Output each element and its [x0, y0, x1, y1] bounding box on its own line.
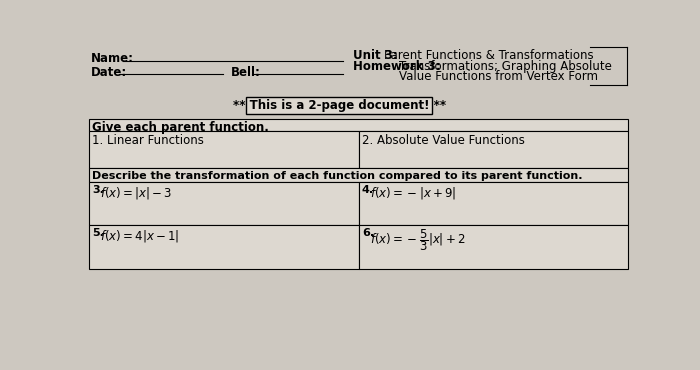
Text: 4.: 4.	[362, 185, 374, 195]
Bar	[89, 225, 358, 269]
Text: Name:: Name:	[90, 52, 134, 65]
Text: 5.: 5.	[92, 228, 104, 238]
Text: Transformations; Graphing Absolute: Transformations; Graphing Absolute	[399, 60, 612, 73]
Bar	[89, 119, 629, 131]
Text: Unit 3:: Unit 3:	[353, 49, 401, 62]
Text: Parent Functions & Transformations: Parent Functions & Transformations	[384, 49, 593, 62]
Text: Value Functions from Vertex Form: Value Functions from Vertex Form	[399, 70, 598, 83]
Bar	[358, 182, 629, 225]
Text: $\mathit{f}(x)=|x|-3$: $\mathit{f}(x)=|x|-3$	[100, 185, 172, 201]
Text: 6.: 6.	[362, 228, 374, 238]
Text: $\mathit{f}(x)=4|x-1|$: $\mathit{f}(x)=4|x-1|$	[100, 228, 179, 244]
Text: Give each parent function.: Give each parent function.	[92, 121, 269, 134]
Text: 1. Linear Functions: 1. Linear Functions	[92, 134, 204, 148]
Text: $\mathit{f}(x)=-\dfrac{5}{3}|x|+2$: $\mathit{f}(x)=-\dfrac{5}{3}|x|+2$	[370, 228, 466, 253]
Text: Homework 3:: Homework 3:	[353, 60, 444, 73]
Bar	[89, 182, 358, 225]
Bar	[246, 97, 433, 114]
Bar	[358, 225, 629, 269]
Text: ** This is a 2-page document! **: ** This is a 2-page document! **	[233, 99, 446, 112]
Text: Bell:: Bell:	[231, 66, 260, 79]
Bar	[89, 168, 629, 182]
Text: 3.: 3.	[92, 185, 104, 195]
Text: 2. Absolute Value Functions: 2. Absolute Value Functions	[362, 134, 525, 148]
Text: Describe the transformation of each function compared to its parent function.: Describe the transformation of each func…	[92, 171, 582, 181]
Text: Date:: Date:	[90, 66, 127, 79]
Text: $\mathit{f}(x)=-|x+9|$: $\mathit{f}(x)=-|x+9|$	[370, 185, 456, 201]
Bar	[89, 131, 358, 168]
Bar	[358, 131, 629, 168]
